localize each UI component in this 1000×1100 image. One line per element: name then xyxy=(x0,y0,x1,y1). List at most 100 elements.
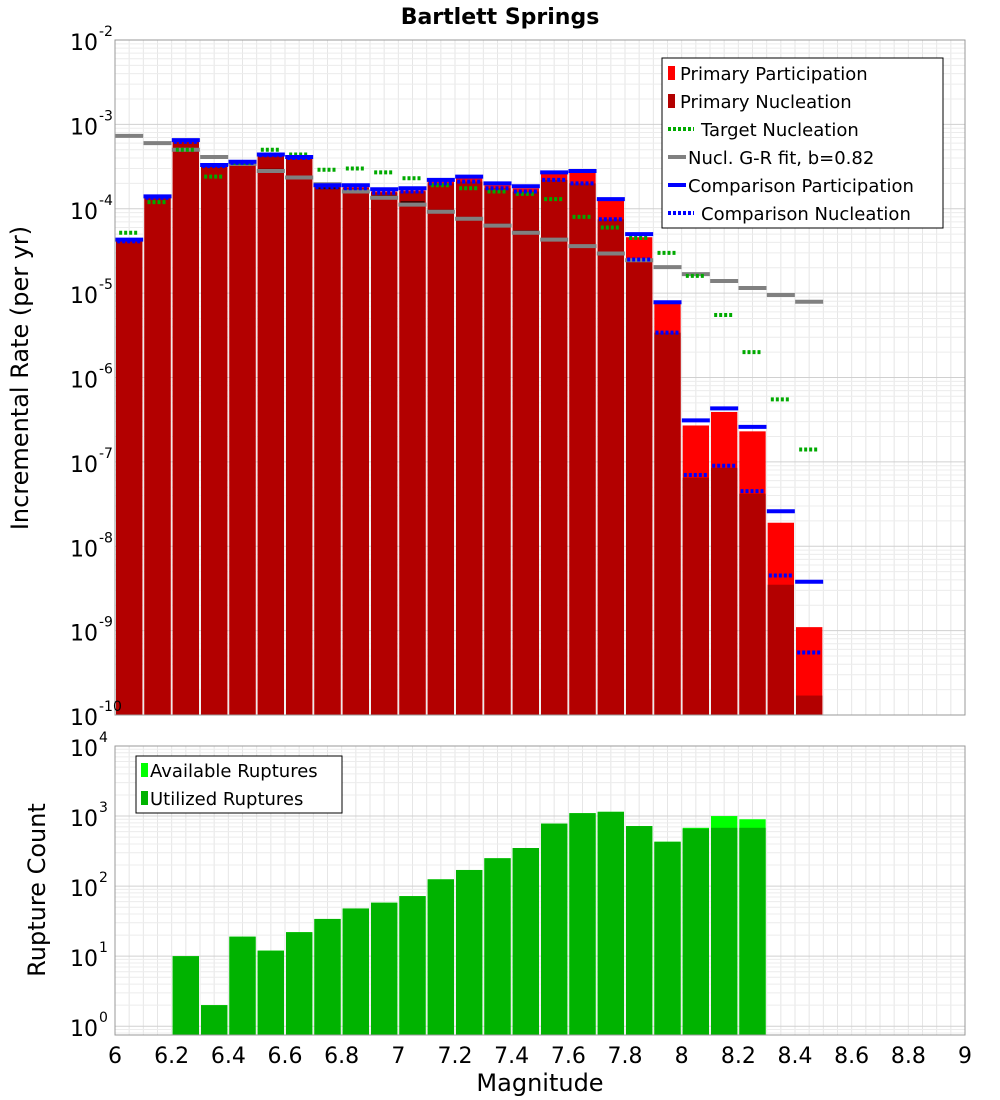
x-axis-label: Magnitude xyxy=(476,1069,603,1097)
utilized-ruptures-bar xyxy=(626,826,653,1035)
x-tick-label: 8.8 xyxy=(891,1044,926,1069)
utilized-ruptures-bar xyxy=(739,827,766,1035)
primary-nucleation-bar xyxy=(626,259,653,715)
x-tick-label: 6.6 xyxy=(268,1044,303,1069)
legend-label-comparison-participation: Comparison Participation xyxy=(688,176,914,197)
rate-y-tick-exponent: -4 xyxy=(99,193,113,209)
primary-nucleation-bar xyxy=(172,141,199,715)
x-tick-label: 9 xyxy=(958,1044,972,1069)
count-y-tick-label: 10 xyxy=(70,1017,98,1042)
legend-label-comparison-nucleation: Comparison Nucleation xyxy=(701,204,911,225)
utilized-ruptures-bar xyxy=(654,841,681,1035)
x-tick-label: 7.4 xyxy=(494,1044,529,1069)
utilized-ruptures-bar xyxy=(597,811,624,1035)
legend-label-primary-participation: Primary Participation xyxy=(680,64,868,85)
rate-y-tick-exponent: -8 xyxy=(99,530,113,546)
count-legend-box xyxy=(135,755,343,814)
primary-nucleation-bar xyxy=(484,188,511,716)
rate-y-tick-exponent: -2 xyxy=(99,24,113,40)
rate-y-tick-label: 10 xyxy=(70,369,98,394)
x-tick-label: 7.2 xyxy=(438,1044,473,1069)
primary-nucleation-bar xyxy=(456,181,483,715)
primary-nucleation-bar xyxy=(286,157,313,716)
utilized-ruptures-bar xyxy=(371,902,398,1035)
legend-swatch-utilized-ruptures xyxy=(141,791,148,805)
utilized-ruptures-bar xyxy=(201,1005,228,1035)
x-tick-labels: 6 6.2 6.4 6.6 6.8 7 7.2 7.4 7.6 7.8 8 8.2 8.4 8.6 8.8 9 xyxy=(108,1044,972,1069)
count-y-axis-label: Rupture Count xyxy=(23,803,51,977)
rate-y-tick-exponent: -7 xyxy=(99,446,113,462)
rate-y-tick-label: 10 xyxy=(70,706,98,731)
utilized-ruptures-bar xyxy=(484,858,511,1035)
count-bars xyxy=(172,811,766,1035)
utilized-ruptures-bar xyxy=(711,827,738,1035)
rate-legend: Primary Participation Primary Nucleation… xyxy=(661,57,944,229)
rate-y-tick-exponent: -9 xyxy=(99,615,113,631)
rate-y-tick-exponent: -6 xyxy=(99,362,113,378)
primary-nucleation-bar xyxy=(541,179,568,715)
count-y-tick-exponent: 4 xyxy=(99,730,108,746)
rate-y-tick-label: 10 xyxy=(70,284,98,309)
count-y-tick-exponent: 0 xyxy=(99,1010,108,1026)
legend-swatch-primary-participation xyxy=(668,66,675,80)
utilized-ruptures-bar xyxy=(399,896,426,1035)
primary-nucleation-bar xyxy=(767,584,794,715)
utilized-ruptures-bar xyxy=(286,932,313,1035)
primary-nucleation-bar xyxy=(512,191,539,716)
utilized-ruptures-bar xyxy=(314,918,341,1035)
rate-bars xyxy=(116,141,823,716)
legend-label-primary-nucleation: Primary Nucleation xyxy=(680,92,852,113)
count-plot-frame xyxy=(114,745,966,1036)
rate-y-tick-label: 10 xyxy=(70,537,98,562)
primary-nucleation-bar xyxy=(569,183,596,716)
primary-nucleation-bar xyxy=(711,467,738,715)
rate-y-tick-exponent: -10 xyxy=(99,699,122,715)
legend-label-utilized-ruptures: Utilized Ruptures xyxy=(150,789,303,810)
legend-label-available-ruptures: Available Ruptures xyxy=(150,761,318,782)
x-tick-label: 6.8 xyxy=(324,1044,359,1069)
rate-y-tick-label: 10 xyxy=(70,453,98,478)
primary-nucleation-bar xyxy=(682,477,709,715)
primary-nucleation-bar xyxy=(796,695,823,715)
count-y-tick-label: 10 xyxy=(70,877,98,902)
rate-plot-frame xyxy=(114,39,966,716)
x-tick-label: 6.4 xyxy=(211,1044,246,1069)
x-tick-label: 8 xyxy=(675,1044,689,1069)
primary-nucleation-bar xyxy=(116,241,143,715)
rate-y-tick-label: 10 xyxy=(70,31,98,56)
utilized-ruptures-bar xyxy=(427,879,454,1035)
utilized-ruptures-bar xyxy=(569,813,596,1035)
primary-nucleation-bar xyxy=(201,166,228,715)
utilized-ruptures-bar xyxy=(257,950,284,1035)
utilized-ruptures-bar xyxy=(456,869,483,1035)
chart-title: Bartlett Springs xyxy=(401,5,600,30)
utilized-ruptures-bar xyxy=(342,908,369,1035)
primary-nucleation-bar xyxy=(257,155,284,716)
x-tick-label: 8.6 xyxy=(834,1044,869,1069)
count-legend: Available Ruptures Utilized Ruptures xyxy=(135,755,343,814)
primary-nucleation-bar xyxy=(229,162,256,716)
utilized-ruptures-bar xyxy=(682,828,709,1035)
rate-y-axis-label: Incremental Rate (per yr) xyxy=(6,226,34,530)
legend-label-gr-fit: Nucl. G-R fit, b=0.82 xyxy=(688,148,874,169)
x-tick-label: 7.8 xyxy=(608,1044,643,1069)
count-y-tick-label: 10 xyxy=(70,947,98,972)
x-tick-label: 6 xyxy=(108,1044,122,1069)
count-y-tick-exponent: 1 xyxy=(99,940,108,956)
rate-y-tick-label: 10 xyxy=(70,200,98,225)
x-tick-label: 6.2 xyxy=(154,1044,189,1069)
x-tick-label: 7.6 xyxy=(551,1044,586,1069)
legend-swatch-available-ruptures xyxy=(141,763,148,777)
count-y-tick-exponent: 2 xyxy=(99,870,108,886)
rate-markers xyxy=(115,133,824,655)
rate-legend-box xyxy=(661,57,944,229)
primary-nucleation-bar xyxy=(399,191,426,716)
primary-nucleation-bar xyxy=(144,197,171,716)
utilized-ruptures-bar xyxy=(172,956,199,1035)
count-y-tick-label: 10 xyxy=(70,737,98,762)
utilized-ruptures-bar xyxy=(541,823,568,1035)
